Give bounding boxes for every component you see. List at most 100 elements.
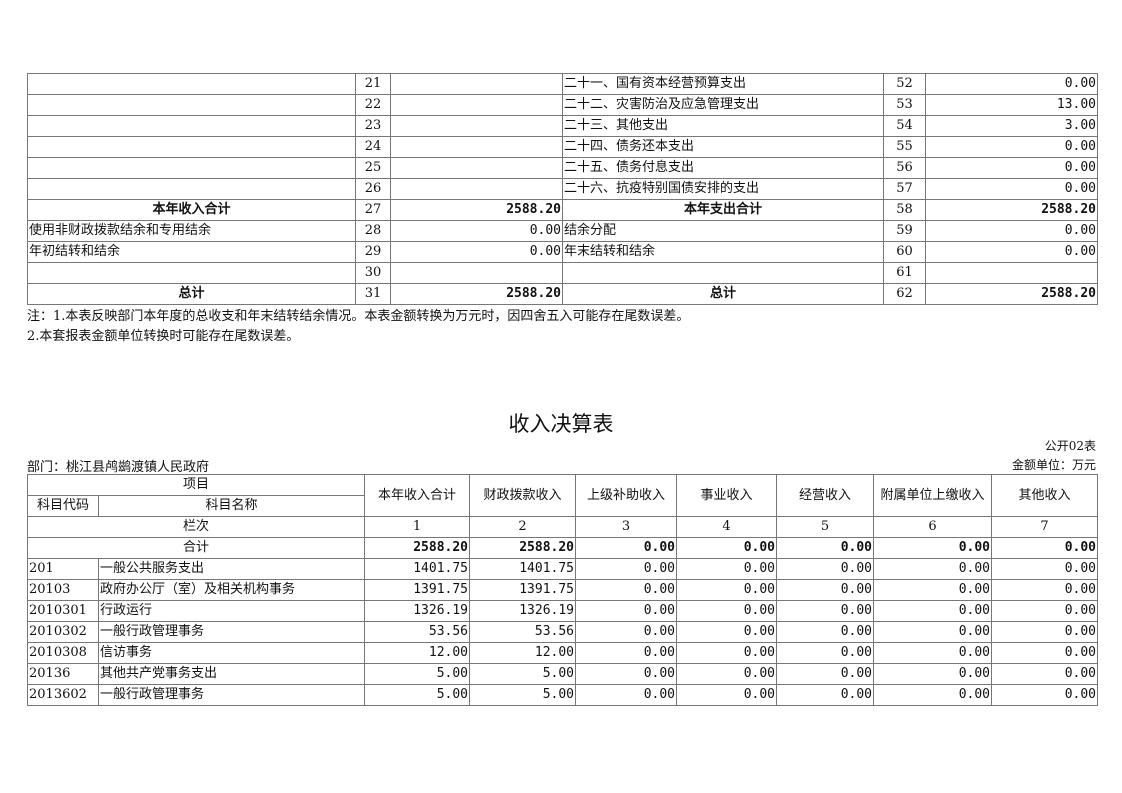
expense-amount: 3.00 [925,115,1098,137]
amount-cell: 0.00 [873,684,993,706]
row-number: 25 [355,157,391,179]
table-row: 201 一般公共服务支出 1401.75 1401.75 0.00 0.00 0.00 0.0… [27,558,1099,580]
row-number: 60 [883,241,926,263]
income-label [27,94,356,116]
header-col: 附属单位上缴收入 [873,474,993,517]
amount-cell: 1401.75 [469,558,577,580]
expense-label: 二十三、其他支出 [562,115,884,137]
column-number: 6 [873,516,993,538]
table-row: 20103 政府办公厅（室）及相关机构事务 1391.75 1391.75 0.00 0.… [27,579,1099,601]
total-value: 2588.20 [364,537,471,559]
table-row: 2010302 一般行政管理事务 53.56 53.56 0.00 0.00 0.00 0.0… [27,621,1099,643]
row-number: 55 [883,136,926,158]
amount-cell: 53.56 [469,621,577,643]
note-1: 注：1.本表反映部门本年度的总收支和年末结转结余情况。本表金额转换为万元时，因四… [27,309,690,324]
column-number-label: 栏次 [26,516,366,538]
income-label: 年初结转和结余 [27,241,356,263]
amount-cell: 5.00 [469,684,577,706]
amount-cell: 0.00 [575,684,678,706]
row-number: 52 [883,73,926,95]
column-number: 7 [991,516,1099,538]
expense-label: 结余分配 [562,220,884,242]
row-number: 54 [883,115,926,137]
table-row: 2013602 一般行政管理事务 5.00 5.00 0.00 0.00 0.00 0.00 0… [27,684,1099,706]
subject-code: 201 [27,558,99,580]
summary-table: 21 二十一、国有资本经营预算支出 52 0.00 22 二十二、灾害防治及应急管理支出 5… [27,73,1098,305]
total-value: 0.00 [676,537,778,559]
income-amount: 2588.20 [390,199,563,221]
amount-cell: 0.00 [776,684,875,706]
amount-cell: 5.00 [364,684,471,706]
department: 部门：桃江县鸬鹚渡镇人民政府 [27,460,210,475]
amount-cell: 5.00 [469,663,577,685]
header-col: 经营收入 [776,474,875,517]
expense-amount: 0.00 [925,178,1098,200]
header-item: 项目 [26,474,366,496]
row-number: 56 [883,157,926,179]
income-amount: 0.00 [390,241,563,263]
total-value: 0.00 [575,537,678,559]
income-label: 使用非财政拨款结余和专用结余 [27,220,356,242]
row-number: 26 [355,178,391,200]
amount-cell: 0.00 [676,621,778,643]
expense-label: 年末结转和结余 [562,241,884,263]
income-amount [390,262,563,284]
expense-amount: 13.00 [925,94,1098,116]
table-row: 年初结转和结余 29 0.00 年末结转和结余 60 0.00 [27,241,1098,263]
subject-code: 2010308 [27,642,99,664]
income-label: 本年收入合计 [27,199,356,221]
amount-unit: 金额单位：万元 [1011,458,1096,472]
row-number: 61 [883,262,926,284]
expense-label: 二十二、灾害防治及应急管理支出 [562,94,884,116]
amount-cell: 0.00 [991,621,1099,643]
amount-cell: 5.00 [364,663,471,685]
income-label [27,157,356,179]
subject-code: 2010301 [27,600,99,622]
amount-cell: 0.00 [873,558,993,580]
amount-cell: 0.00 [676,642,778,664]
income-label [27,73,356,95]
expense-amount: 2588.20 [925,199,1098,221]
expense-label: 总计 [562,283,884,305]
subject-name: 其他共产党事务支出 [97,663,366,685]
subject-name: 一般公共服务支出 [97,558,366,580]
subject-name: 信访事务 [97,642,366,664]
row-number: 29 [355,241,391,263]
amount-cell: 0.00 [575,621,678,643]
subject-code: 2010302 [27,621,99,643]
subject-name: 一般行政管理事务 [97,621,366,643]
amount-cell: 0.00 [991,558,1099,580]
header-code: 科目代码 [27,495,99,517]
amount-cell: 0.00 [873,663,993,685]
income-amount [390,157,563,179]
amount-cell: 0.00 [676,684,778,706]
table-row: 总计 31 2588.20 总计 62 2588.20 [27,283,1098,305]
amount-cell: 0.00 [873,600,993,622]
income-amount [390,73,563,95]
amount-cell: 53.56 [364,621,471,643]
amount-cell: 0.00 [873,621,993,643]
amount-cell: 0.00 [873,642,993,664]
expense-label: 二十一、国有资本经营预算支出 [562,73,884,95]
amount-cell: 1326.19 [469,600,577,622]
table-row: 本年收入合计 27 2588.20 本年支出合计 58 2588.20 [27,199,1098,221]
amount-cell: 12.00 [469,642,577,664]
amount-cell: 0.00 [991,600,1099,622]
subject-code: 2013602 [27,684,99,706]
table-row: 23 二十三、其他支出 54 3.00 [27,115,1098,137]
total-value: 0.00 [991,537,1099,559]
income-amount [390,178,563,200]
row-number: 30 [355,262,391,284]
table-row: 使用非财政拨款结余和专用结余 28 0.00 结余分配 59 0.00 [27,220,1098,242]
header-col: 财政拨款收入 [469,474,577,517]
amount-cell: 0.00 [776,642,875,664]
form-number: 公开02表 [1044,439,1096,453]
amount-cell: 0.00 [575,642,678,664]
total-value: 0.00 [776,537,875,559]
row-number: 31 [355,283,391,305]
subject-code: 20103 [27,579,99,601]
expense-amount: 0.00 [925,136,1098,158]
header-name: 科目名称 [97,495,366,517]
column-number: 3 [575,516,678,538]
amount-cell: 0.00 [776,558,875,580]
